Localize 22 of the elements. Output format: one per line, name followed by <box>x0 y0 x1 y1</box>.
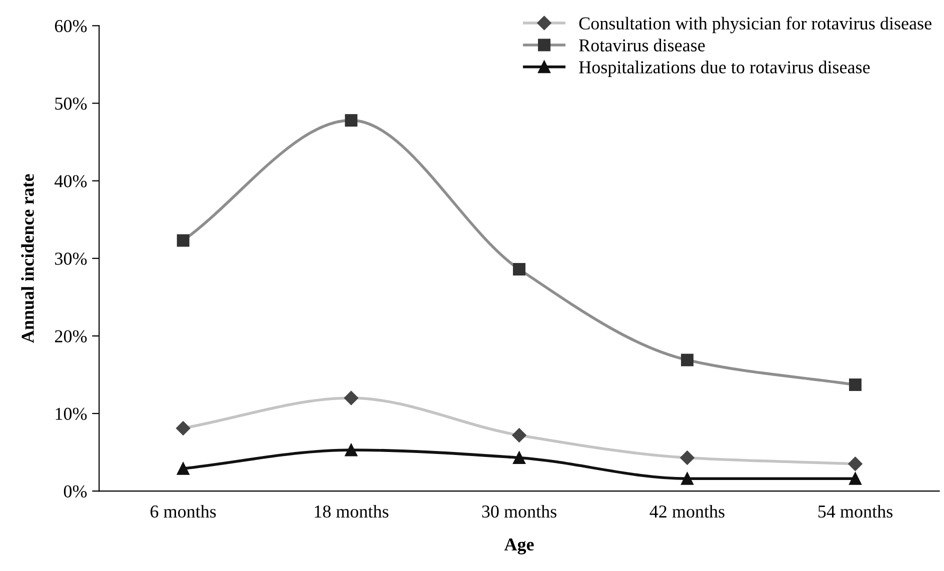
y-tick-label: 40% <box>54 175 87 188</box>
x-tick-label: 54 months <box>818 504 892 518</box>
point <box>344 444 358 456</box>
legend-label: Hospitalizations due to rotavirus disease <box>579 60 870 78</box>
x-tick-label: 30 months <box>482 504 556 518</box>
legend-label: Rotavirus disease <box>579 38 705 52</box>
point <box>680 472 694 485</box>
point <box>849 472 862 485</box>
point <box>176 462 190 475</box>
y-tick-label: 20% <box>55 330 87 342</box>
y-tick-label: 0% <box>64 485 87 498</box>
legend-label: Consultation with physician for rotavirus disease <box>579 16 932 34</box>
y-tick-label: 50% <box>55 98 87 110</box>
y-tick-label: 30% <box>55 252 87 265</box>
x-tick-label: 42 months <box>650 504 724 518</box>
y-axis-title: Annual incidence rate <box>21 174 34 343</box>
x-tick-label: 18 months <box>314 504 388 518</box>
x-tick-label: 6 months <box>150 504 216 518</box>
y-tick-label: 60% <box>54 20 87 32</box>
y-tick-label: 10% <box>56 408 87 420</box>
x-axis-title: Age <box>504 538 534 554</box>
point <box>512 451 526 464</box>
